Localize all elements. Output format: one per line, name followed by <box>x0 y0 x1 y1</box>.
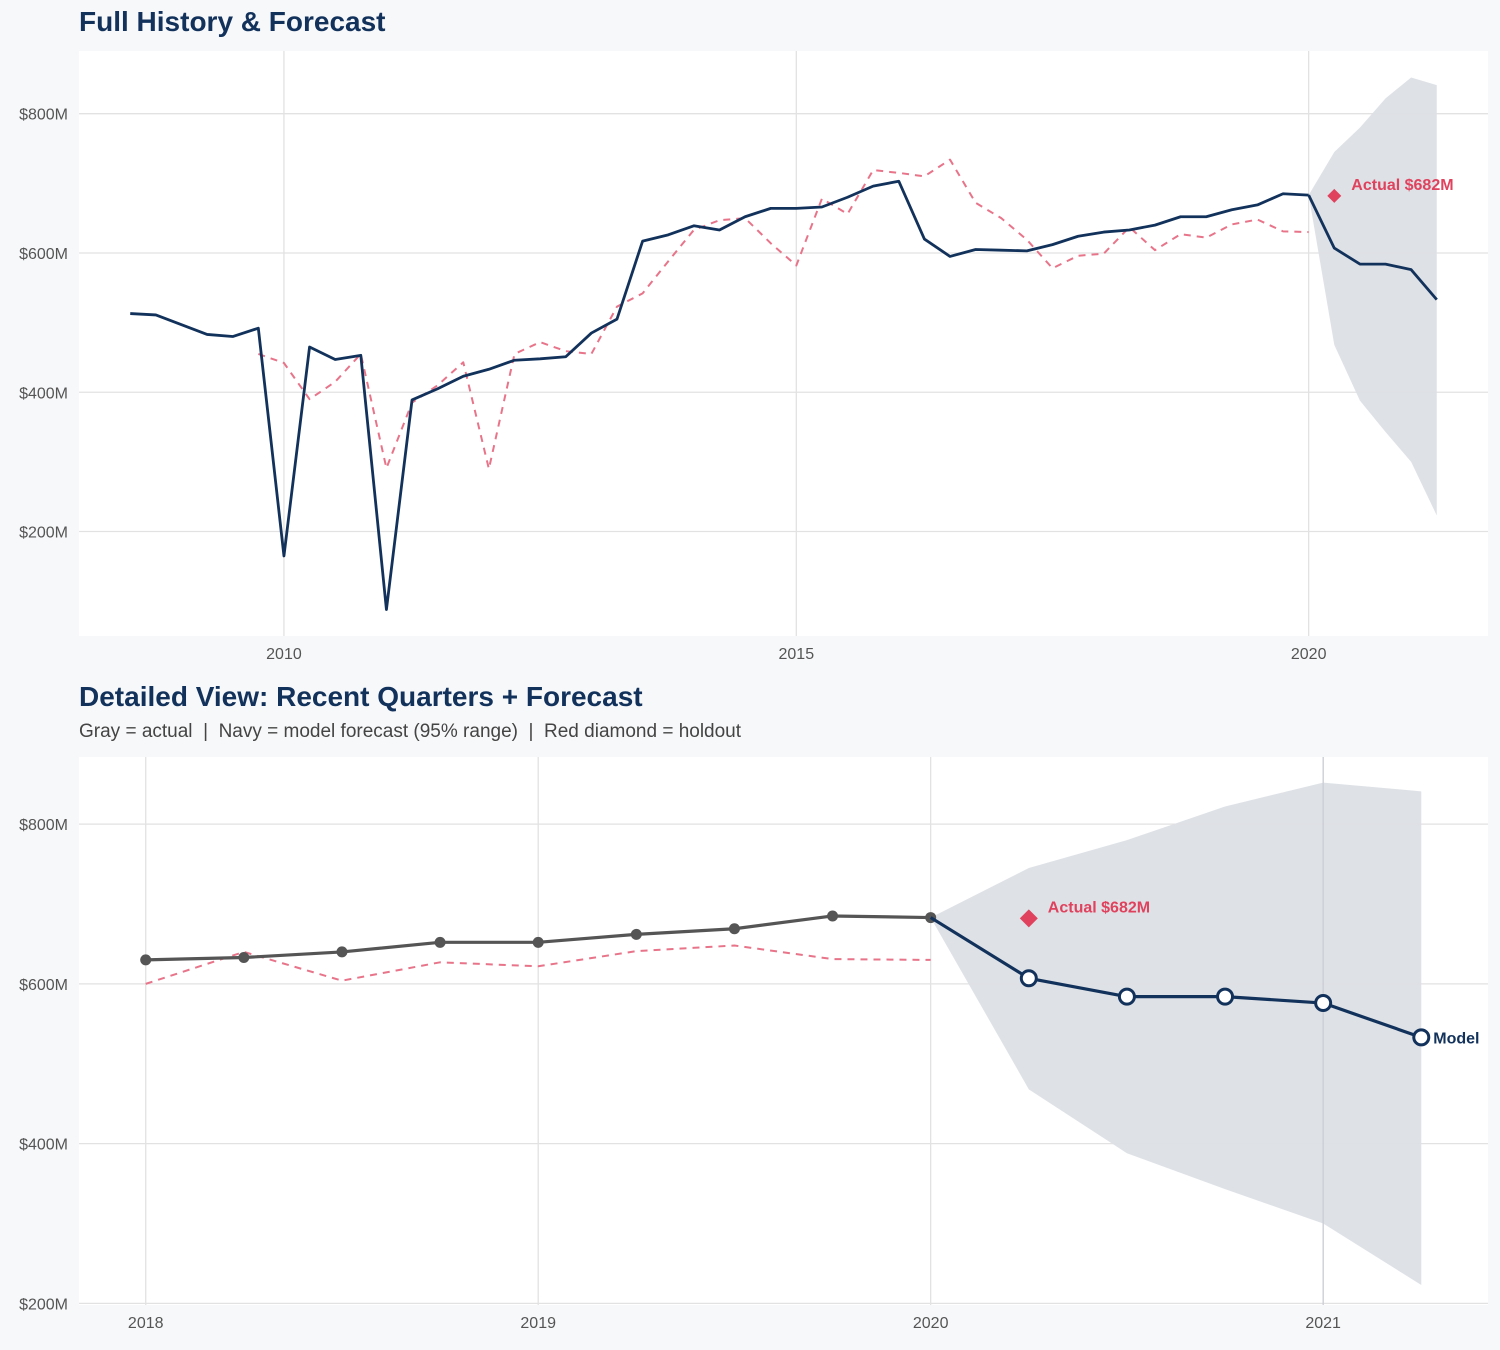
actual-point <box>140 954 152 966</box>
forecast-point <box>1412 1028 1431 1047</box>
forecast-point <box>1314 994 1333 1013</box>
x-tick-label: 2015 <box>779 646 815 663</box>
forecast-band <box>1308 77 1437 516</box>
forecast-point <box>1117 987 1136 1006</box>
actual-point <box>532 936 544 948</box>
model-fit-line <box>257 158 1309 470</box>
chart1-title: Full History & Forecast <box>79 6 386 37</box>
x-tick-label: 2018 <box>128 1315 164 1332</box>
x-tick-label: 2020 <box>1291 646 1327 663</box>
actual-line <box>130 179 1309 611</box>
holdout-label: Actual $682M <box>1351 177 1453 194</box>
plot-area <box>79 51 1488 636</box>
forecast-point <box>1216 987 1235 1006</box>
forecast-point <box>1019 969 1038 988</box>
holdout-diamond <box>1327 188 1342 203</box>
y-tick-label: $800M <box>19 817 68 834</box>
y-tick-label: $600M <box>19 246 68 263</box>
chart2-subtitle: Gray = actual | Navy = model forecast (9… <box>79 721 742 742</box>
actual-point <box>630 928 642 940</box>
actual-point <box>434 936 446 948</box>
model-fit-line <box>145 944 931 985</box>
x-tick-label: 2010 <box>266 646 302 663</box>
y-tick-label: $600M <box>19 977 68 994</box>
actual-point <box>238 952 250 964</box>
y-tick-label: $800M <box>19 107 68 124</box>
x-tick-label: 2020 <box>913 1315 949 1332</box>
chart2-title: Detailed View: Recent Quarters + Forecas… <box>79 681 643 712</box>
x-tick-label: 2021 <box>1305 1315 1341 1332</box>
actual-point <box>728 923 740 935</box>
actual-point <box>336 946 348 958</box>
y-tick-label: $200M <box>19 1296 68 1313</box>
forecast-line <box>929 916 1422 1039</box>
forecast-line <box>1307 194 1438 301</box>
holdout-diamond <box>1019 909 1038 928</box>
forecast-series-label: Model <box>1433 1030 1479 1047</box>
holdout-label: Actual $682M <box>1048 899 1150 916</box>
forecast-band <box>930 782 1422 1286</box>
x-tick-label: 2019 <box>520 1315 556 1332</box>
y-tick-label: $400M <box>19 1137 68 1154</box>
y-tick-label: $400M <box>19 385 68 402</box>
actual-point <box>827 910 839 922</box>
y-tick-label: $200M <box>19 525 68 542</box>
chart1-plot: $200M $400M $600M $800M 2010 2015 2020 Actual $… <box>19 51 1488 663</box>
